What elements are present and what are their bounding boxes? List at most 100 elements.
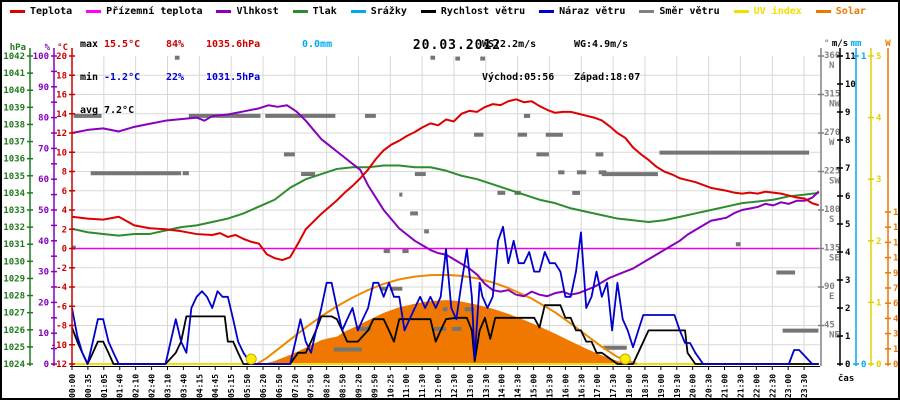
axis-tick-label: 03:10 [163,374,172,398]
chart-legend: Teplota Přízemní teplota Vlhkost Tlak Srážky… [10,6,866,17]
legend-swatch-naraz-vetru [539,10,555,13]
axis-tick-label: 0 [44,360,49,370]
axis-tick-label: -2 [56,264,67,274]
axis-tick-label: 4 [62,206,68,216]
axis-tick-label: 600 [893,299,898,309]
legend-swatch-teplota [10,10,25,13]
axis-tick-label: 1025 [3,343,25,353]
axis-tick-label: 1037 [3,138,25,148]
axis-tick-label: 30 [38,268,49,278]
axis-tick-label: 22:30 [768,374,777,398]
legend-swatch-rychlost-vetru [420,10,436,13]
axis-tick-label: 1039 [3,103,25,113]
legend-label-prizemni-teplota: Přízemní teplota [106,6,203,17]
axis-tick-label: 07:50 [307,374,316,398]
axis-tick-label: 225 [824,167,840,177]
axis-tick-label: 270 [824,128,840,138]
axis-tick-label: 0 [893,360,898,370]
axis-tick-label: 1026 [3,326,25,336]
axis-tick-label: NW [829,100,840,110]
axis-tick-label: 1027 [3,309,25,319]
min-pressure: 1031.5hPa [206,72,261,83]
axis-tick-label: 19:00 [657,374,666,398]
axis-tick-label: 15:00 [530,374,539,398]
axis-tick-label: 08:20 [323,374,332,398]
axis-tick-label: 10 [38,329,49,339]
axis-tick-label: 1038 [3,120,25,130]
legend-swatch-solar [815,10,831,13]
axis-tick-label: 12:00 [434,374,443,398]
axis-tick-label: 20 [56,52,67,62]
axis-tick-label: 11 [845,52,856,62]
legend-item-uv-index: UV index [733,6,802,17]
axis-tick-label: 0 [62,245,67,255]
axis-tick-label: W [829,138,835,148]
legend-swatch-prizemni-teplota [86,10,102,13]
min-label: min [80,72,99,83]
axis-tick-label: 12:30 [450,374,459,398]
legend-swatch-vlhkost [216,10,232,13]
stat-row-wind: WS:2.2m/s WG:4.9m/s [482,39,640,50]
axis-tick-label: 8 [845,136,850,146]
axis-tick-label: 1036 [3,155,25,165]
legend-label-solar: Solar [835,6,866,17]
min-temperature: -1.2°C [104,72,141,83]
axis-tick-label: 1050 [893,254,898,264]
axis-tick-label: 0 [845,360,850,370]
axis-tick-label: m/s [832,39,848,49]
legend-label-smer-vetru: Směr větru [659,6,720,17]
stat-row-avg: avg 7.2°C [80,105,332,116]
legend-item-solar: Solar [815,6,866,17]
axis-tick-label: 2 [845,304,850,314]
axis-tick-label: 1200 [893,238,898,248]
axis-tick-label: 16:30 [577,374,586,398]
axis-tick-label: mm [851,39,862,49]
axis-tick-label: 1033 [3,206,25,216]
legend-item-teplota: Teplota [10,6,72,17]
axis-tick-label: 21:00 [721,374,730,398]
axis-tick-label: 10 [845,80,856,90]
axis-tick-label: 0 [861,360,866,370]
axis-tick-label: SW [829,177,840,187]
legend-label-naraz-vetru: Náraz větru [559,6,626,17]
legend-swatch-smer-vetru [639,10,655,13]
stats-block-left: max 15.5°C 84% 1035.6hPa 0.0mm min -1.2°C 22% 1… [80,17,332,138]
axis-tick-label: 00:00 [68,374,77,398]
axis-tick-label: 90 [824,282,835,292]
max-pressure: 1035.6hPa [206,39,261,50]
axis-tick-label: -10 [51,341,67,351]
axis-tick-label: 08:50 [339,374,348,398]
axis-tick-label: 300 [893,330,898,340]
legend-item-rychlost-vetru: Rychlost větru [420,6,525,17]
axis-tick-label: 14 [56,110,67,120]
axis-tick-label: 1034 [3,189,25,199]
axis-tick-label: 1028 [3,292,25,302]
axis-tick-label: 1024 [3,360,25,370]
axis-tick-label: 09:50 [370,374,379,398]
axis-tick-label: 21:30 [736,374,745,398]
axis-tick-label: 01:40 [116,374,125,398]
legend-label-vlhkost: Vlhkost [236,6,279,17]
axis-tick-label: 18:00 [625,374,634,398]
axis-tick-label: 1032 [3,223,25,233]
axis-tick-label: 20:00 [689,374,698,398]
max-humidity: 84% [166,39,185,50]
axis-tick-label: % [45,43,51,53]
axis-tick-label: 05:50 [243,374,252,398]
axis-tick-label: 10 [56,148,67,158]
avg-label: avg [80,105,99,116]
axis-tick-label: 14:30 [514,374,523,398]
axis-tick-label: 450 [893,314,898,324]
axis-tick-label: ° [824,39,829,49]
axis-tick-label: 00:35 [84,374,93,398]
axis-tick-label: 6 [62,187,67,197]
stats-block-right: WS:2.2m/s WG:4.9m/s Východ:05:56 Západ:18:… [482,17,640,105]
axis-tick-label: 19:30 [673,374,682,398]
rain-total: 0.0mm [302,39,333,50]
sun-marker-icon [619,353,631,365]
legend-swatch-srazky [350,10,366,13]
legend-item-vlhkost: Vlhkost [216,6,279,17]
axis-tick-label: 05:15 [227,374,236,398]
stat-row-min: min -1.2°C 22% 1031.5hPa [80,72,332,83]
